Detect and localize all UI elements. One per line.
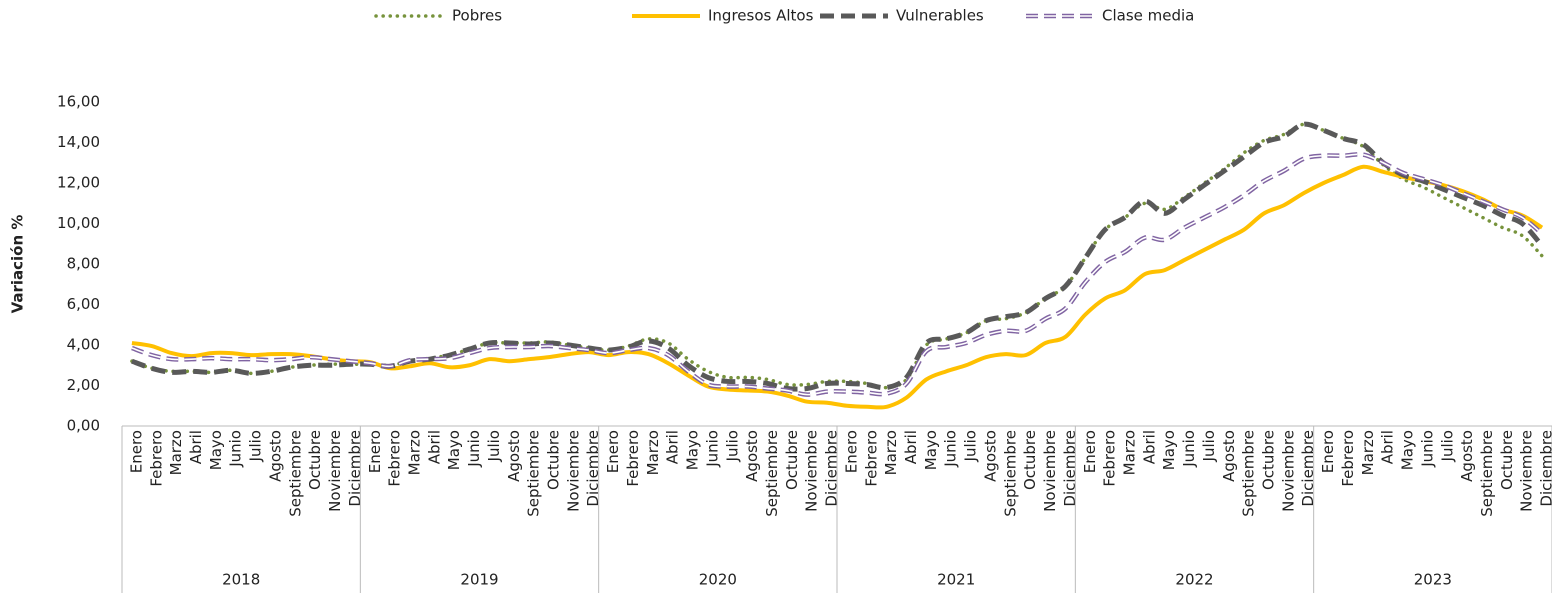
- x-tick-label: Marzo: [644, 430, 662, 475]
- x-tick-label: Enero: [366, 430, 384, 473]
- y-tick-label: 16,00: [57, 93, 100, 111]
- legend-label: Vulnerables: [896, 7, 984, 25]
- x-tick-label: Noviembre: [564, 430, 582, 512]
- x-tick-label: Enero: [1319, 430, 1337, 473]
- x-tick-label: Noviembre: [1279, 430, 1297, 512]
- x-tick-label: Abril: [664, 430, 682, 464]
- x-tick-label: Mayo: [1399, 430, 1417, 470]
- x-tick-label: Octubre: [1498, 430, 1516, 490]
- x-tick-label: Abril: [1140, 430, 1158, 464]
- x-tick-label: Septiembre: [1240, 430, 1258, 517]
- y-tick-label: 14,00: [57, 133, 100, 151]
- x-tick-label: Mayo: [684, 430, 702, 470]
- x-tick-label: Diciembre: [584, 430, 602, 507]
- x-tick-label: Enero: [1081, 430, 1099, 473]
- x-tick-label: Enero: [604, 430, 622, 473]
- x-tick-label: Julio: [1200, 430, 1218, 462]
- x-tick-label: Febrero: [862, 430, 880, 487]
- legend-label: Pobres: [452, 7, 502, 25]
- x-tick-label: Abril: [187, 430, 205, 464]
- x-tick-label: Junio: [227, 430, 245, 468]
- x-tick-label: Octubre: [783, 430, 801, 490]
- series-line-inner: [131, 153, 1543, 396]
- x-tick-label: Agosto: [1458, 430, 1476, 482]
- x-tick-label: Abril: [1379, 430, 1397, 464]
- x-tick-label: Diciembre: [823, 430, 841, 507]
- x-tick-label: Marzo: [405, 430, 423, 475]
- x-tick-label: Diciembre: [1061, 430, 1079, 507]
- x-tick-label: Diciembre: [1299, 430, 1317, 507]
- x-tick-label: Agosto: [981, 430, 999, 482]
- y-tick-label: 0,00: [67, 417, 100, 435]
- group-label: 2018: [222, 571, 260, 589]
- x-tick-label: Junio: [465, 430, 483, 468]
- x-tick-label: Noviembre: [803, 430, 821, 512]
- x-tick-label: Mayo: [207, 430, 225, 470]
- group-label: 2021: [937, 571, 975, 589]
- x-tick-label: Septiembre: [763, 430, 781, 517]
- x-tick-label: Abril: [902, 430, 920, 464]
- x-tick-label: Febrero: [1101, 430, 1119, 487]
- x-tick-label: Marzo: [882, 430, 900, 475]
- x-tick-label: Septiembre: [1478, 430, 1496, 517]
- series-line: [130, 122, 1544, 390]
- series-line: [131, 121, 1544, 392]
- y-tick-label: 4,00: [67, 336, 100, 354]
- x-tick-label: Diciembre: [1538, 430, 1552, 507]
- x-tick-label: Agosto: [505, 430, 523, 482]
- x-tick-label: Diciembre: [346, 430, 364, 507]
- x-tick-label: Octubre: [306, 430, 324, 490]
- x-tick-label: Julio: [962, 430, 980, 462]
- series-line: [131, 152, 1544, 397]
- x-tick-label: Noviembre: [1041, 430, 1059, 512]
- x-tick-label: Agosto: [1220, 430, 1238, 482]
- x-tick-label: Octubre: [1260, 430, 1278, 490]
- legend-label: Clase media: [1102, 7, 1194, 25]
- x-tick-label: Septiembre: [1001, 430, 1019, 517]
- x-tick-label: Noviembre: [326, 430, 344, 512]
- series-line: [131, 164, 1544, 410]
- x-tick-label: Julio: [247, 430, 265, 462]
- x-tick-label: Octubre: [1021, 430, 1039, 490]
- x-tick-label: Junio: [942, 430, 960, 468]
- y-tick-label: 10,00: [57, 214, 100, 232]
- group-label: 2020: [699, 571, 737, 589]
- legend-label: Ingresos Altos: [708, 7, 814, 25]
- x-tick-label: Julio: [723, 430, 741, 462]
- x-tick-label: Febrero: [147, 430, 165, 487]
- x-tick-label: Febrero: [1339, 430, 1357, 487]
- x-tick-label: Mayo: [445, 430, 463, 470]
- x-tick-label: Junio: [1418, 430, 1436, 468]
- x-tick-label: Mayo: [922, 430, 940, 470]
- x-tick-label: Agosto: [743, 430, 761, 482]
- x-tick-label: Julio: [485, 430, 503, 462]
- group-label: 2019: [460, 571, 498, 589]
- x-tick-label: Marzo: [1120, 430, 1138, 475]
- x-tick-label: Febrero: [624, 430, 642, 487]
- x-tick-label: Marzo: [167, 430, 185, 475]
- x-tick-label: Febrero: [386, 430, 404, 487]
- x-tick-label: Septiembre: [286, 430, 304, 517]
- y-tick-label: 6,00: [67, 295, 100, 313]
- x-tick-label: Agosto: [266, 430, 284, 482]
- y-tick-label: 12,00: [57, 174, 100, 192]
- x-tick-label: Abril: [425, 430, 443, 464]
- x-tick-label: Marzo: [1359, 430, 1377, 475]
- x-tick-label: Octubre: [545, 430, 563, 490]
- x-tick-label: Junio: [703, 430, 721, 468]
- x-tick-label: Enero: [842, 430, 860, 473]
- x-tick-label: Enero: [127, 430, 145, 473]
- group-label: 2022: [1175, 571, 1213, 589]
- x-tick-label: Junio: [1180, 430, 1198, 468]
- y-tick-label: 8,00: [67, 255, 100, 273]
- x-tick-label: Noviembre: [1518, 430, 1536, 512]
- x-tick-label: Julio: [1438, 430, 1456, 462]
- x-tick-label: Mayo: [1160, 430, 1178, 470]
- group-label: 2023: [1414, 571, 1452, 589]
- y-axis-label: Variación %: [9, 215, 27, 314]
- x-tick-label: Septiembre: [525, 430, 543, 517]
- y-tick-label: 2,00: [67, 376, 100, 394]
